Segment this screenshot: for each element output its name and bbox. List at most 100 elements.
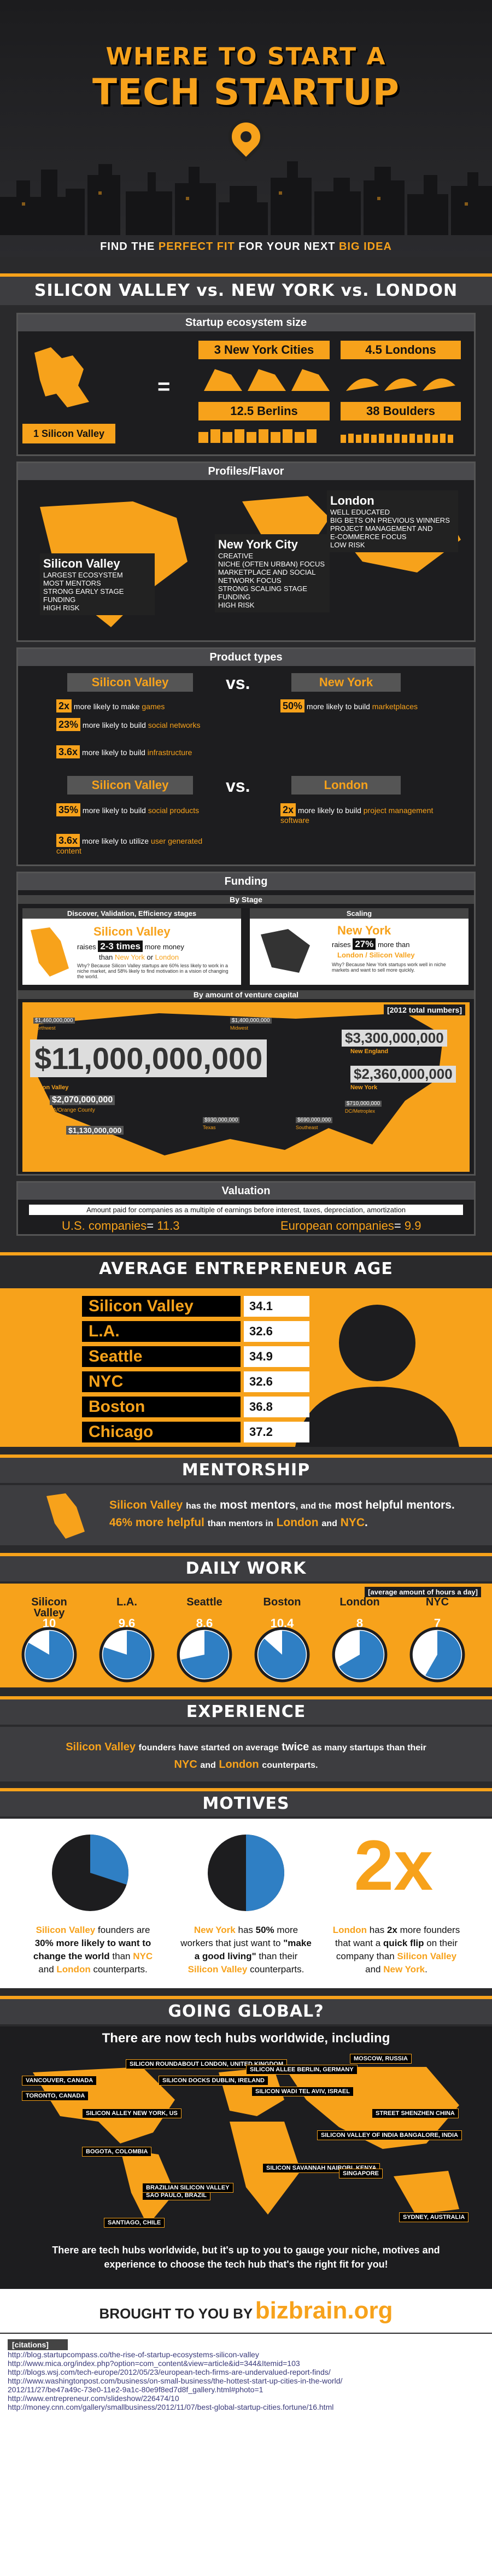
vc-map: [2012 total numbers] $11,000,000,000 Sil… [22,1002,470,1172]
work-city-label: Seattle [186,1596,222,1608]
title-line2: TECH STARTUP [92,71,400,113]
product-r2-left: Silicon Valley [67,776,193,795]
motive-pie-2 [208,1835,284,1911]
work-clock [177,1627,232,1683]
profile-silicon-valley: Silicon Valley LARGEST ECOSYSTEM MOST ME… [40,553,155,615]
work-clock [254,1627,310,1683]
ecosystem-boulder: 38 Boulders [341,402,461,420]
subtitle: FIND THE PERFECT FIT FOR YOUR NEXT BIG I… [100,241,392,253]
valuation-desc: Amount paid for companies as a multiple … [29,1205,463,1215]
work-hours-value: 7 [434,1616,441,1630]
mentorship-bar: MENTORSHIP [0,1455,492,1483]
header: WHERE TO START A TECH STARTUP FIND THE P… [0,0,492,257]
vc-title: By amount of venture capital [18,990,474,999]
vs-title: SILICON VALLEY vs. NEW YORK vs. LONDON [34,281,458,300]
age-panel: Silicon Valley 34.1 L.A. 32.6 Seattle 34.9 … [0,1288,492,1447]
motive-pie-1 [52,1835,128,1911]
work-city-label: L.A. [116,1596,137,1608]
ecosystem-nyc: 3 New York Cities [198,341,330,359]
product-r2-r1: 2x more likely to build project manageme… [280,803,434,825]
product-r1-l2: 23% more likely to build social networks [56,718,209,731]
profiles-panel: Profiles/Flavor London WELL EDUCATED BIG… [16,462,476,642]
profile-new-york: New York City CREATIVE NICHE (OFTEN URBA… [215,534,330,612]
mentorship-text: Silicon Valley has the most mentors, and… [109,1499,455,1529]
work-clock-fill [339,1631,384,1679]
motive-2-text: New York has 50% more workers that just … [180,1925,312,1975]
work-city-label: NYC [425,1596,449,1608]
citation-link[interactable]: http://money.cnn.com/gallery/smallbusine… [8,2403,334,2411]
age-bar: AVERAGE ENTREPRENEUR AGE [0,1252,492,1283]
work-hours-value: 8 [356,1616,364,1630]
profiles-title: Profiles/Flavor [18,463,474,480]
mentorship-title: MENTORSHIP [181,1461,311,1480]
work-panel: [average amount of hours a day] Silicon … [0,1584,492,1687]
pie-slice [246,1835,284,1911]
skyline-icon [0,161,492,235]
mentorship-panel: Silicon Valley has the most mentors, and… [0,1485,492,1545]
global-footer: There are tech hubs worldwide, but it's … [52,2245,440,2270]
vc-ny: $2,360,000,000 [350,1066,456,1083]
citations-panel: [citations] http://blog.startupcompass.c… [0,2334,492,2576]
product-title: Product types [18,649,474,666]
citation-link[interactable]: http://www.mica.org/index.php?option=com… [8,2359,300,2368]
product-r1-r1: 50% more likely to build marketplaces [280,699,444,712]
vs-label: vs. [226,673,250,693]
product-r1-l3: 3.6x more likely to build infrastructure [56,745,209,758]
vs-label-2: vs. [226,776,250,796]
age-row: Silicon Valley 34.1 [82,1296,312,1318]
work-city-label: London [339,1596,380,1608]
product-r2-right: London [291,776,401,795]
work-clock [99,1627,155,1683]
citation-link[interactable]: http://blog.startupcompass.co/the-rise-o… [8,2350,259,2359]
age-row: Chicago 37.2 [82,1422,312,1444]
citation-link[interactable]: 2012/11/27/be47a49c-73e0-11e2-9a1c-80e9f… [8,2385,263,2394]
product-r2-l1: 35% more likely to build social products [56,803,215,816]
motive-3-text: London has 2x more founders that want a … [332,1925,460,1975]
map-pin-icon [221,112,271,162]
sv-map-mentor-icon [46,1493,85,1539]
work-city-label: Silicon Valley [31,1596,67,1619]
global-panel: There are now tech hubs worldwide, inclu… [0,2026,492,2289]
experience-bar: EXPERIENCE [0,1696,492,1725]
global-bar: GOING GLOBAL? [0,1996,492,2024]
age-row: NYC 32.6 [82,1371,312,1393]
experience-panel: Silicon Valley founders have started on … [0,1727,492,1781]
experience-title: EXPERIENCE [186,1702,306,1721]
work-clock-fill [258,1631,306,1679]
work-clock-fill [425,1631,461,1679]
age-row: Boston 36.8 [82,1397,312,1418]
citation-link[interactable]: http://blogs.wsj.com/tech-europe/2012/05… [8,2368,331,2376]
ecosystem-london: 4.5 Londons [341,341,461,359]
work-title: DAILY WORK [185,1559,307,1578]
valuation-us: U.S. companies= 11.3 [62,1219,180,1232]
citation-link[interactable]: http://www.washingtonpost.com/business/o… [8,2376,343,2385]
brought-pre: BROUGHT TO YOU BY [99,2305,253,2322]
ecosystem-berlin: 12.5 Berlins [198,402,330,420]
product-r2-l2: 3.6x more likely to utilize user generat… [56,834,203,855]
motives-panel: 2x Silicon Valley founders are 30% more … [0,1819,492,1988]
citations-title: [citations] [8,2339,68,2350]
vc-ne: $3,300,000,000 [342,1030,447,1047]
title-line1: WHERE TO START A [106,43,386,71]
work-legend: [average amount of hours a day] [365,1587,481,1597]
brought-bar: BROUGHT TO YOU BY bizbrain.org [0,2289,492,2333]
ecosystem-title: Startup ecosystem size [18,314,474,331]
work-clock [409,1627,465,1683]
work-bar: DAILY WORK [0,1553,492,1581]
citation-link[interactable]: http://www.entrepreneur.com/slideshow/22… [8,2394,179,2403]
pie-slice [90,1835,128,1885]
funding-scale: Scaling New York raises 27% more than Lo… [250,908,468,985]
motive-1-text: Silicon Valley founders are 30% more lik… [33,1925,153,1975]
vc-total: $11,000,000,000 [30,1039,267,1077]
motives-title: MOTIVES [202,1794,290,1813]
age-title: AVERAGE ENTREPRENEUR AGE [99,1259,393,1278]
ecosystem-panel: Startup ecosystem size 1 Silicon Valley … [16,313,476,456]
brand-link[interactable]: bizbrain.org [255,2297,393,2324]
product-r1-left: Silicon Valley [67,673,193,692]
product-r1-right: New York [291,673,401,692]
global-sub: There are now tech hubs worldwide, inclu… [102,2031,390,2046]
work-clock [332,1627,388,1683]
work-clock-fill [181,1631,229,1679]
age-row: L.A. 32.6 [82,1321,312,1343]
